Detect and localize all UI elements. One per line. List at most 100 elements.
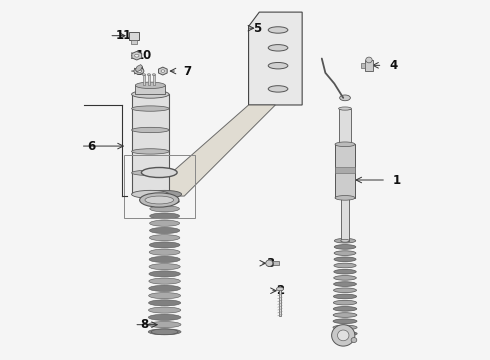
Ellipse shape <box>332 325 355 346</box>
Ellipse shape <box>148 300 181 306</box>
Bar <box>341 198 349 241</box>
Ellipse shape <box>334 294 357 299</box>
Bar <box>273 261 279 265</box>
Ellipse shape <box>132 127 169 133</box>
Ellipse shape <box>147 74 151 76</box>
Ellipse shape <box>334 257 356 262</box>
Ellipse shape <box>335 142 355 147</box>
Ellipse shape <box>334 244 356 249</box>
Ellipse shape <box>148 293 181 299</box>
Bar <box>123 155 195 217</box>
Ellipse shape <box>132 106 169 111</box>
Ellipse shape <box>149 278 180 284</box>
Ellipse shape <box>149 271 180 277</box>
Ellipse shape <box>152 74 156 76</box>
Ellipse shape <box>150 191 179 197</box>
Text: 6: 6 <box>87 140 96 153</box>
Polygon shape <box>135 64 143 72</box>
Ellipse shape <box>338 330 349 341</box>
Ellipse shape <box>132 90 169 98</box>
Ellipse shape <box>148 314 181 320</box>
Ellipse shape <box>142 167 177 177</box>
Ellipse shape <box>149 242 180 248</box>
Bar <box>335 144 355 198</box>
Ellipse shape <box>335 195 355 200</box>
Ellipse shape <box>340 95 350 101</box>
Ellipse shape <box>333 300 357 305</box>
Text: 2: 2 <box>276 284 285 297</box>
Bar <box>129 32 139 40</box>
Ellipse shape <box>132 190 169 198</box>
Ellipse shape <box>145 196 173 204</box>
Ellipse shape <box>334 282 356 287</box>
Bar <box>131 40 137 44</box>
Text: 11: 11 <box>116 29 132 42</box>
Text: 1: 1 <box>392 174 401 186</box>
Polygon shape <box>248 12 302 105</box>
Text: 4: 4 <box>389 59 397 72</box>
Ellipse shape <box>135 54 139 57</box>
Ellipse shape <box>149 285 180 292</box>
Ellipse shape <box>268 27 288 33</box>
Ellipse shape <box>366 57 372 63</box>
Ellipse shape <box>268 45 288 51</box>
Polygon shape <box>145 105 275 196</box>
Bar <box>153 75 155 85</box>
Polygon shape <box>158 67 167 75</box>
Ellipse shape <box>341 197 349 199</box>
Ellipse shape <box>132 149 169 154</box>
Ellipse shape <box>149 235 180 241</box>
Text: 9: 9 <box>135 64 144 77</box>
Ellipse shape <box>334 288 357 293</box>
Ellipse shape <box>334 269 356 274</box>
Ellipse shape <box>266 260 273 266</box>
Ellipse shape <box>334 238 356 243</box>
Ellipse shape <box>333 306 357 311</box>
Ellipse shape <box>142 74 146 76</box>
Ellipse shape <box>135 82 165 89</box>
Ellipse shape <box>333 313 357 318</box>
Bar <box>279 289 281 316</box>
Bar <box>148 75 150 85</box>
Ellipse shape <box>161 70 165 72</box>
Text: 8: 8 <box>141 318 149 331</box>
Ellipse shape <box>334 275 356 280</box>
Ellipse shape <box>149 220 180 226</box>
Ellipse shape <box>276 287 284 291</box>
Ellipse shape <box>149 228 180 234</box>
Ellipse shape <box>341 239 349 242</box>
Ellipse shape <box>333 325 357 330</box>
Ellipse shape <box>149 249 180 255</box>
Text: 7: 7 <box>184 64 192 77</box>
Bar <box>361 63 365 68</box>
Bar <box>143 75 145 85</box>
Ellipse shape <box>136 69 142 73</box>
Ellipse shape <box>140 193 179 207</box>
Bar <box>132 94 169 194</box>
Ellipse shape <box>268 86 288 92</box>
Ellipse shape <box>134 68 144 74</box>
Bar <box>339 109 351 144</box>
Ellipse shape <box>333 331 357 336</box>
Ellipse shape <box>150 213 179 219</box>
Ellipse shape <box>150 206 179 212</box>
Polygon shape <box>132 51 142 60</box>
Ellipse shape <box>149 256 180 262</box>
Ellipse shape <box>334 251 356 256</box>
Ellipse shape <box>147 190 182 198</box>
Text: 10: 10 <box>135 49 151 62</box>
Ellipse shape <box>132 170 169 176</box>
Text: 5: 5 <box>253 22 262 35</box>
Ellipse shape <box>148 329 181 335</box>
Ellipse shape <box>149 264 180 270</box>
Text: 3: 3 <box>267 257 274 270</box>
Bar <box>135 85 165 94</box>
Ellipse shape <box>351 338 357 342</box>
Ellipse shape <box>150 198 179 204</box>
Ellipse shape <box>339 107 351 110</box>
Ellipse shape <box>148 321 181 328</box>
Bar <box>365 60 373 71</box>
Ellipse shape <box>268 63 288 69</box>
Ellipse shape <box>151 329 178 335</box>
Ellipse shape <box>333 319 357 324</box>
